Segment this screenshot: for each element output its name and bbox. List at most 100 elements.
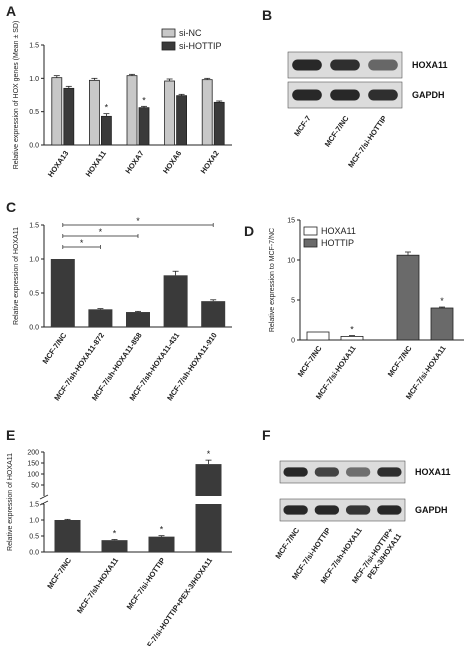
panel-e-x-tick-label: MCF-7/NC [45,556,73,591]
panel-a-legend-swatch [161,41,176,51]
panel-a-x-tick-label: HOXA13 [46,149,71,179]
blot-b-row-label: HOXA11 [412,60,448,70]
panel-a-y-tick-label: 0.5 [29,109,39,116]
blot-b-lane-label: MCF-7/si-HOTTIP [346,114,389,169]
panel-a-x-tick-label: HOXA7 [123,149,145,175]
panel-e-bar-lower [195,504,222,552]
chart-panel-e: 0.0 0.5 1.0 1.5 50 100 150 200 Relative expressi… [7,449,232,646]
blot-b-band [292,59,322,71]
panel-e-significance: * [207,449,211,459]
panel-e-x-tick-label: MCF-7/sh-HOXA11 [75,556,120,615]
panel-d-legend-swatch [303,238,318,248]
panel-d-legend-label: HOXA11 [321,226,356,236]
panel-e-bar [148,536,175,552]
panel-d-bar [340,335,364,341]
blot-b-lane-label: MCF-7 [292,114,313,138]
panel-a-bar [164,80,176,146]
panel-e-x-tick-label: MCF-7/si-HOTTIP [125,556,168,611]
panel-e-bar [101,540,128,552]
panel-letter-b: B [262,7,272,23]
panel-a-y-axis-label: Relative expression of HOX genes (Mean ±… [13,21,20,170]
blot-f-band [314,467,340,477]
panel-c-bar [201,301,226,327]
panel-a-bar [213,101,225,146]
panel-c-bar [50,259,75,327]
panel-c-y-tick-label: 1.5 [29,223,39,230]
blot-b-lane-label: MCF-7/NC [323,114,351,149]
panel-c-x-tick-label: MCF-7/NC [41,331,69,366]
panel-d-legend-label: HOTTIP [321,238,354,248]
panel-e-y-tick-label: 100 [27,472,39,479]
chart-panel-d: 0 5 10 15 Relative expression to MCF-7/NC MCF… [269,218,464,401]
panel-a-bar [63,87,75,146]
blot-f-lane-label: MCF-7/NC [273,526,301,561]
panel-a-y-tick-label: 1.5 [29,43,39,50]
panel-d-significance: * [350,325,354,335]
panel-a-significance: * [142,95,146,105]
panel-a-bar [126,75,138,146]
panel-a-bar [138,107,150,146]
panel-a-x-tick-label: HOXA6 [161,149,183,175]
panel-c-y-tick-label: 0.5 [29,291,39,298]
panel-d-y-tick-label: 5 [291,298,295,305]
panel-a-bar [89,79,100,146]
panel-a-legend-swatch [161,28,176,38]
panel-e-axis-break [39,494,49,500]
panel-d-bar [306,331,330,341]
blot-b-band [330,89,360,101]
panel-a-legend-label: si-HOTTIP [179,41,222,51]
chart-panel-c: 0.0 0.5 1.0 1.5 Relative expression of HOXA1… [13,216,232,402]
panel-d-y-axis-label: Relative expression to MCF-7/NC [269,228,276,332]
panel-c-significance: * [80,238,84,248]
panel-e-y-axis-label: Relative expression of HOXA11 [7,453,14,551]
blot-f-band [377,505,402,515]
chart-panel-a: 0.0 0.5 1.0 1.5 Relative expression of HOX g… [13,21,232,179]
panel-d-x-tick-label: MCF-7/NC [296,344,324,379]
panel-e-bar-upper [195,464,222,496]
panel-a-significance: * [105,103,109,113]
panel-d-bar [396,254,420,341]
panel-e-y-tick-label: 0.0 [29,550,39,557]
panel-a-y-tick-label: 1.0 [29,76,39,83]
panel-d-x-tick-label: MCF-7/NC [386,344,414,379]
panel-d-bar [430,307,454,341]
panel-e-bar [54,520,81,552]
panel-e-y-tick-label: 200 [27,450,39,457]
blot-b-band [368,59,398,71]
blot-f-band [377,467,402,477]
blot-panel-f: FHOXA11GAPDHMCF-7/NCMCF-7/si-HOTTIPMCF-7… [262,427,451,585]
panel-e-y-tick-label: 150 [27,461,39,468]
panel-d-y-tick-label: 10 [287,258,295,265]
panel-c-bar [88,309,113,327]
blot-f-band [345,467,371,477]
panel-c-y-axis-label: Relative expression of HOXA11 [13,227,20,325]
panel-a-bar [201,79,213,146]
panel-a-bar [176,95,188,146]
panel-d-y-tick-label: 0 [291,338,295,345]
panel-e-y-tick-label: 1.0 [29,518,39,525]
panel-c-bar [163,275,188,327]
panel-c-y-tick-label: 1.0 [29,257,39,264]
panel-e-y-tick-label: 1.5 [29,502,39,509]
blot-f-row-label: GAPDH [415,505,448,515]
panel-c-significance: * [136,216,140,226]
panel-letter-d: D [244,223,254,239]
panel-c-bar [126,312,150,327]
panel-letter-a: A [6,3,16,19]
panel-e-significance: * [160,525,164,535]
panel-e-significance: * [113,529,117,539]
panel-a-x-tick-label: HOXA2 [199,149,221,175]
panel-a-legend-label: si-NC [179,28,202,38]
panel-letter-e: E [6,427,15,443]
panel-a-y-tick-label: 0.0 [29,143,39,150]
panel-letter-f: F [262,427,271,443]
blot-b-row-label: GAPDH [412,90,445,100]
panel-d-legend-swatch [303,226,318,236]
blot-f-strip [279,498,406,522]
blot-f-band [314,505,340,515]
panel-c-y-tick-label: 0.0 [29,325,39,332]
blot-b-band [368,89,398,101]
panel-d-y-tick-label: 15 [287,218,295,225]
